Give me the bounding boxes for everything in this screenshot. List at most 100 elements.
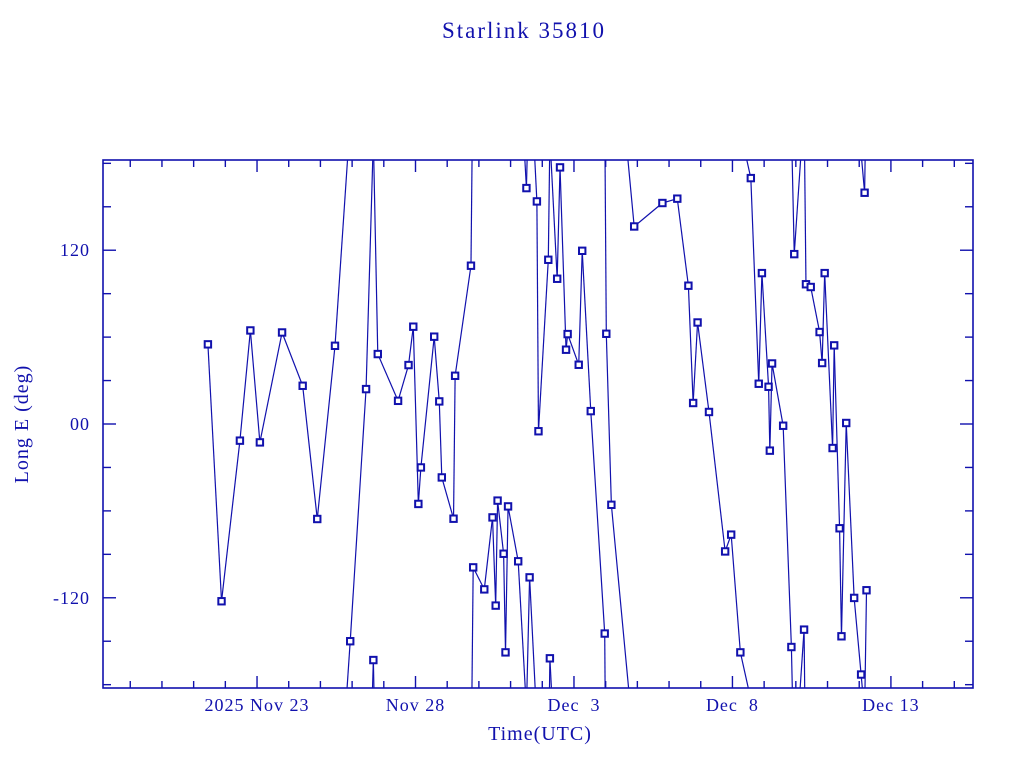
series-line-segment — [504, 506, 509, 653]
series-line-segment — [750, 178, 760, 384]
series-line-segment — [769, 363, 773, 451]
series-line-segment — [804, 160, 807, 285]
data-point-marker — [856, 670, 866, 679]
series-line-segment — [782, 425, 792, 648]
data-point-marker — [704, 407, 714, 417]
y-tick-label: 00 — [70, 414, 90, 434]
data-point-marker — [829, 341, 839, 350]
series-line-segment — [334, 160, 349, 346]
series-line-segment — [507, 506, 519, 562]
data-point-marker — [361, 384, 371, 394]
series-line-segment — [412, 326, 419, 504]
series-line-segment — [420, 336, 435, 468]
data-point-marker — [255, 438, 265, 447]
data-point-marker — [313, 514, 322, 524]
series-line-segment — [471, 567, 474, 688]
data-point-marker — [693, 318, 702, 327]
data-point-marker — [574, 360, 583, 369]
x-tick-label: Dec 8 — [706, 695, 759, 715]
series-line-segment — [790, 647, 793, 688]
series-line-segment — [417, 467, 422, 504]
data-point-marker — [720, 547, 730, 556]
series-line-segment — [441, 477, 455, 519]
data-point-marker — [468, 563, 478, 572]
data-point-marker — [767, 359, 777, 368]
data-point-marker — [522, 183, 531, 193]
series-line-segment — [537, 259, 549, 432]
data-point-marker — [544, 255, 553, 264]
series-line-segment — [371, 660, 374, 688]
series-line-segment — [590, 411, 606, 634]
data-point-marker — [369, 655, 378, 665]
data-point-marker — [525, 573, 534, 582]
series-line-segment — [821, 273, 826, 364]
data-point-marker — [860, 188, 869, 197]
series-line-segment — [687, 285, 694, 404]
series-line-segment — [316, 345, 336, 520]
data-point-marker — [409, 322, 418, 331]
data-point-marker — [817, 358, 827, 368]
series-line-segment — [536, 201, 540, 432]
series-line-segment — [302, 385, 318, 520]
tick-labels-layer: 2025 Nov 23 Nov 28 Dec 3 Dec 8 Dec 13 120 00 -1… — [53, 240, 919, 715]
series-line-segment — [864, 160, 866, 193]
chart-title: Starlink 35810 — [442, 18, 606, 43]
series-line-segment — [567, 333, 580, 365]
series-line-segment — [491, 517, 497, 606]
series-line-segment — [810, 286, 821, 333]
series-line-segment — [377, 353, 399, 402]
data-point-marker — [203, 340, 213, 349]
data-point-marker — [534, 427, 543, 436]
series-line-segment — [692, 322, 699, 404]
data-point-marker — [414, 499, 423, 509]
series-line-segment — [853, 597, 862, 675]
series-line-segment — [525, 160, 528, 189]
data-point-marker — [837, 632, 846, 641]
x-tick-label: Dec 3 — [547, 695, 600, 715]
data-point-marker — [449, 514, 458, 523]
series-line-segment — [373, 160, 379, 355]
data-point-marker — [586, 406, 595, 416]
data-point-marker — [217, 597, 226, 606]
data-point-marker — [787, 642, 796, 652]
series-line-segment — [633, 202, 663, 227]
data-point-marker — [480, 585, 489, 594]
series-line-segment — [281, 332, 304, 386]
y-tick-label: -120 — [53, 588, 90, 608]
data-point-marker — [493, 496, 502, 505]
data-point-marker — [736, 648, 745, 657]
series-line-segment — [534, 160, 538, 202]
series-line-segment — [548, 658, 551, 688]
data-point-marker — [373, 349, 382, 359]
data-point-marker — [430, 332, 439, 341]
data-point-marker — [450, 371, 460, 380]
series-line-segment — [438, 401, 443, 478]
data-point-marker — [555, 163, 565, 172]
data-point-marker — [246, 326, 255, 335]
data-point-marker — [842, 418, 851, 428]
data-point-marker — [435, 397, 444, 406]
data-point-marker — [849, 593, 859, 603]
data-point-marker — [561, 345, 571, 354]
series-line-segment — [824, 273, 834, 449]
data-point-marker — [607, 500, 616, 510]
series-line-segment — [761, 273, 770, 387]
data-point-marker — [765, 446, 775, 455]
series-line-segment — [556, 167, 561, 279]
series-line-segment — [549, 658, 553, 688]
data-point-marker — [684, 281, 693, 290]
data-point-marker — [790, 249, 799, 259]
x-tick-label: Nov 28 — [386, 695, 446, 715]
series-line-segment — [407, 326, 414, 366]
data-point-marker — [503, 502, 513, 511]
data-point-marker — [491, 601, 500, 610]
series-line-segment — [838, 528, 843, 637]
series-line-segment — [578, 250, 583, 365]
y-axis-title: Long E (deg) — [11, 365, 33, 484]
data-point-marker — [466, 261, 476, 270]
data-point-marker — [806, 282, 815, 292]
series-line-segment — [739, 652, 749, 688]
data-point-marker — [563, 329, 572, 339]
data-point-marker — [545, 654, 555, 663]
series-line-segment — [470, 160, 473, 266]
